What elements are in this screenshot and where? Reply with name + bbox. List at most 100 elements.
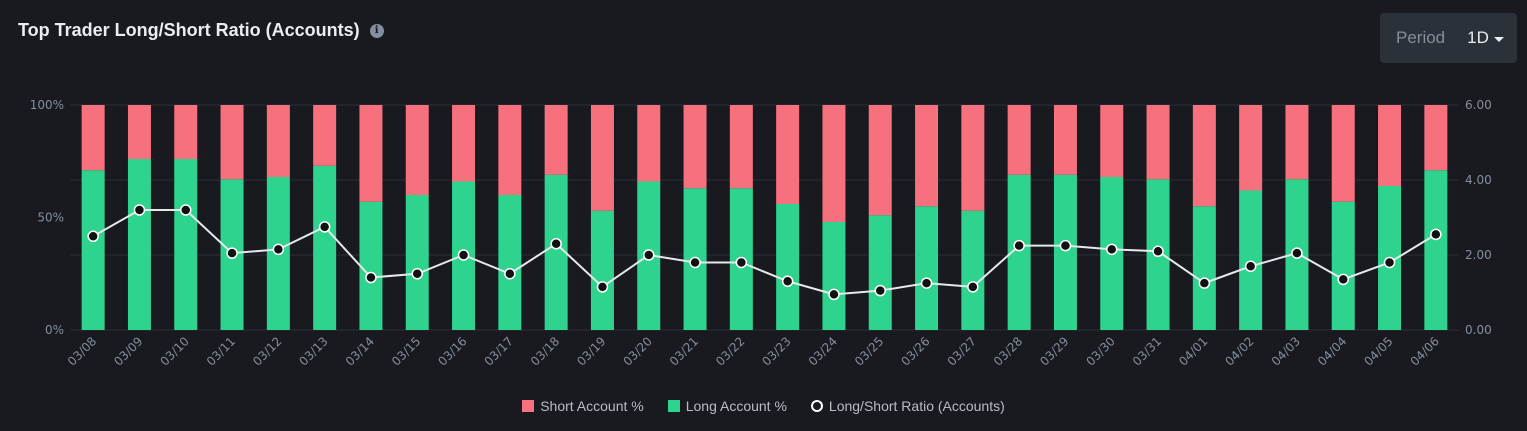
short-bar	[961, 105, 985, 211]
short-bar	[1285, 105, 1309, 180]
short-bar	[1424, 105, 1448, 171]
ratio-point	[735, 256, 748, 269]
ratio-line	[92, 209, 1437, 296]
chart-legend: Short Account % Long Account % Long/Shor…	[0, 398, 1527, 414]
short-bar	[637, 105, 661, 182]
long-bar	[1424, 170, 1448, 330]
x-axis-tick-label: 03/16	[435, 334, 469, 368]
long-bar	[313, 165, 337, 330]
x-axis-tick-label: 03/13	[296, 334, 330, 368]
x-axis-tick-label: 03/24	[806, 334, 840, 368]
long-bar	[359, 201, 383, 330]
x-axis-tick-label: 03/26	[898, 334, 932, 368]
long-bar	[822, 222, 846, 330]
ratio-point	[1383, 256, 1396, 269]
ratio-point	[318, 221, 331, 233]
x-axis-tick-label: 03/29	[1037, 334, 1071, 368]
short-bar	[822, 105, 846, 222]
x-axis-tick-label: 03/22	[713, 334, 747, 368]
left-axis-tick-label: 100%	[30, 98, 64, 112]
long-bar	[544, 174, 568, 330]
long-bar	[127, 159, 151, 330]
period-selector[interactable]: Period 1D	[1380, 13, 1517, 63]
x-axis-tick-label: 03/14	[343, 334, 377, 368]
ratio-point	[596, 281, 609, 293]
period-value: 1D	[1467, 28, 1489, 47]
long-bar	[174, 159, 198, 330]
short-bar	[359, 105, 383, 202]
x-axis-tick-label: 03/25	[852, 334, 886, 368]
ratio-point	[1244, 260, 1257, 272]
ratio-point	[1106, 243, 1118, 256]
x-axis-tick-label: 04/01	[1176, 334, 1210, 368]
ratio-point	[411, 268, 423, 280]
short-bar	[498, 105, 522, 195]
right-axis-tick-label: 4.00	[1465, 173, 1492, 187]
short-bar	[544, 105, 568, 175]
legend-item-ratio[interactable]: Long/Short Ratio (Accounts)	[810, 398, 1005, 414]
ratio-point	[643, 249, 655, 261]
x-axis-tick-label: 03/19	[574, 334, 608, 368]
ratio-point	[781, 275, 794, 287]
x-axis-tick-label: 03/27	[945, 334, 979, 368]
short-bar	[1331, 105, 1355, 202]
short-bar	[868, 105, 892, 216]
long-bar	[1053, 174, 1077, 330]
short-bar	[1007, 105, 1031, 175]
right-axis-tick-label: 2.00	[1465, 248, 1492, 262]
right-axis-tick-label: 6.00	[1465, 98, 1492, 112]
long-bar	[1239, 190, 1263, 330]
x-axis-tick-label: 04/03	[1269, 334, 1303, 368]
left-axis-tick-label: 50%	[37, 211, 64, 225]
short-bar	[683, 105, 707, 189]
x-axis-tick-label: 03/12	[250, 334, 284, 368]
x-axis-tick-label: 03/10	[158, 334, 192, 368]
long-bar	[405, 195, 429, 330]
ratio-point	[133, 204, 146, 216]
legend-item-short[interactable]: Short Account %	[522, 398, 644, 414]
ratio-point	[1013, 239, 1025, 252]
short-swatch	[522, 400, 535, 412]
period-label: Period	[1396, 28, 1446, 47]
long-bar	[961, 210, 985, 330]
x-axis-tick-label: 03/23	[759, 334, 793, 368]
legend-label-long: Long Account %	[685, 398, 787, 414]
info-icon[interactable]: i	[369, 23, 384, 38]
short-bar	[174, 105, 198, 159]
short-bar	[729, 105, 753, 189]
x-axis-tick-label: 03/20	[621, 334, 655, 368]
long-bar	[915, 206, 939, 330]
short-bar	[776, 105, 800, 204]
ratio-swatch	[810, 400, 823, 412]
ratio-point	[967, 281, 979, 293]
short-bar	[590, 105, 614, 211]
x-axis-tick-label: 04/04	[1315, 334, 1349, 368]
long-bar	[498, 195, 522, 330]
long-bar	[590, 210, 614, 330]
short-bar	[915, 105, 939, 207]
long-bar	[1007, 174, 1031, 330]
x-axis-tick-label: 04/06	[1408, 334, 1442, 368]
legend-item-long[interactable]: Long Account %	[667, 398, 787, 414]
short-bar	[1100, 105, 1124, 177]
x-axis-tick-label: 03/21	[667, 334, 701, 368]
stacked-bar-line-chart: 0.00 2.00 4.00 6.00 0% 50% 100% 03/08 03/09 03/10…	[30, 98, 1492, 369]
ratio-point	[920, 277, 933, 289]
long-bar	[81, 170, 105, 330]
short-bar	[1239, 105, 1263, 191]
short-bar	[220, 105, 244, 180]
short-bar	[266, 105, 290, 177]
x-axis-tick-label: 03/17	[482, 334, 516, 368]
ratio-point	[1430, 228, 1442, 241]
x-axis-tick-label: 03/15	[389, 334, 423, 368]
ratio-point	[226, 247, 238, 259]
long-bar	[1192, 206, 1216, 330]
ratio-point	[874, 284, 886, 297]
x-axis-tick-label: 03/11	[204, 334, 238, 368]
ratio-point	[1337, 273, 1349, 286]
short-bar	[1192, 105, 1216, 207]
short-bar	[1146, 105, 1170, 180]
x-axis-tick-label: 03/30	[1084, 334, 1118, 368]
ratio-point	[504, 268, 516, 280]
long-bar	[776, 204, 800, 330]
